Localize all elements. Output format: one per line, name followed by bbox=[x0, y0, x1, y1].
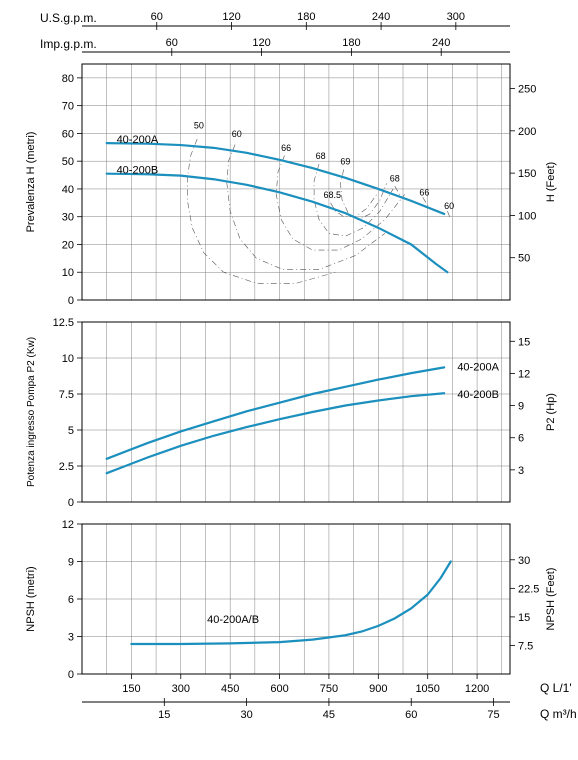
series-label: 40-200A bbox=[117, 134, 159, 146]
svg-text:68: 68 bbox=[390, 173, 400, 183]
svg-text:6: 6 bbox=[68, 594, 74, 606]
head-left-axis-label: Prevalenza H (metri) bbox=[25, 132, 37, 233]
series-label: 40-200B bbox=[117, 165, 159, 177]
svg-text:180: 180 bbox=[297, 11, 315, 23]
us-gpm-label: U.S.g.p.m. bbox=[40, 11, 97, 25]
svg-text:66: 66 bbox=[419, 187, 429, 197]
series-label: 40-200A bbox=[457, 362, 499, 374]
svg-text:70: 70 bbox=[62, 101, 74, 113]
svg-text:20: 20 bbox=[62, 239, 74, 251]
svg-text:240: 240 bbox=[432, 37, 450, 49]
imp-gpm-label: Imp.g.p.m. bbox=[40, 37, 97, 51]
npsh-right-axis-label: NPSH (Feet) bbox=[545, 568, 557, 631]
svg-text:9: 9 bbox=[68, 557, 74, 569]
svg-text:75: 75 bbox=[487, 709, 499, 721]
svg-text:300: 300 bbox=[447, 11, 465, 23]
svg-text:60: 60 bbox=[444, 201, 454, 211]
svg-text:60: 60 bbox=[405, 709, 417, 721]
svg-text:6: 6 bbox=[518, 433, 524, 445]
efficiency-curve bbox=[187, 139, 335, 283]
svg-text:0: 0 bbox=[68, 295, 74, 307]
svg-text:300: 300 bbox=[172, 683, 190, 695]
svg-text:240: 240 bbox=[372, 11, 390, 23]
x-m3h-label: Q m³/h bbox=[540, 707, 577, 721]
svg-text:200: 200 bbox=[518, 126, 536, 138]
svg-text:40: 40 bbox=[62, 184, 74, 196]
svg-text:50: 50 bbox=[62, 156, 74, 168]
svg-text:750: 750 bbox=[320, 683, 338, 695]
charts-svg: U.S.g.p.m.60120180240300Imp.g.p.m.601201… bbox=[0, 0, 578, 760]
svg-text:12.5: 12.5 bbox=[53, 317, 74, 329]
svg-text:180: 180 bbox=[342, 37, 360, 49]
svg-text:66: 66 bbox=[281, 143, 291, 153]
svg-text:60: 60 bbox=[166, 37, 178, 49]
x-lph-label: Q L/1' bbox=[540, 681, 572, 695]
svg-text:7.5: 7.5 bbox=[59, 389, 74, 401]
svg-text:1200: 1200 bbox=[465, 683, 489, 695]
svg-text:600: 600 bbox=[270, 683, 288, 695]
svg-text:50: 50 bbox=[518, 253, 530, 265]
svg-text:22.5: 22.5 bbox=[518, 583, 539, 595]
svg-text:60: 60 bbox=[62, 128, 74, 140]
svg-text:900: 900 bbox=[369, 683, 387, 695]
svg-text:120: 120 bbox=[252, 37, 270, 49]
svg-text:15: 15 bbox=[158, 709, 170, 721]
svg-text:3: 3 bbox=[68, 632, 74, 644]
series-label: 40-200A/B bbox=[207, 614, 259, 626]
svg-text:60: 60 bbox=[151, 11, 163, 23]
svg-text:0: 0 bbox=[68, 669, 74, 681]
efficiency-curve bbox=[447, 211, 450, 219]
svg-text:68.5: 68.5 bbox=[323, 190, 341, 200]
npsh-left-axis-label: NPSH (metri) bbox=[25, 566, 37, 631]
svg-text:30: 30 bbox=[518, 555, 530, 567]
svg-text:9: 9 bbox=[518, 401, 524, 413]
svg-text:5: 5 bbox=[68, 425, 74, 437]
svg-text:10: 10 bbox=[62, 353, 74, 365]
svg-text:68: 68 bbox=[316, 151, 326, 161]
svg-text:50: 50 bbox=[194, 121, 204, 131]
svg-text:30: 30 bbox=[240, 709, 252, 721]
svg-text:12: 12 bbox=[518, 368, 530, 380]
svg-text:15: 15 bbox=[518, 336, 530, 348]
series-line bbox=[107, 367, 444, 458]
efficiency-curve bbox=[227, 145, 385, 270]
svg-text:2.5: 2.5 bbox=[59, 461, 74, 473]
power-left-axis-label: Potenza ingresso Pompa P2 (Kw) bbox=[26, 337, 37, 487]
svg-text:150: 150 bbox=[518, 168, 536, 180]
pump-curve-charts: { "canvas": { "width": 578, "height": 76… bbox=[0, 0, 578, 760]
svg-text:80: 80 bbox=[62, 73, 74, 85]
svg-text:250: 250 bbox=[518, 84, 536, 96]
svg-text:100: 100 bbox=[518, 210, 536, 222]
head-right-axis-label: H (Feet) bbox=[545, 162, 557, 202]
svg-text:60: 60 bbox=[232, 129, 242, 139]
svg-text:3: 3 bbox=[518, 465, 524, 477]
svg-text:1050: 1050 bbox=[415, 683, 439, 695]
svg-text:0: 0 bbox=[68, 497, 74, 509]
power-right-axis-label: P2 (Hp) bbox=[545, 393, 557, 431]
efficiency-curve bbox=[276, 156, 404, 250]
svg-text:120: 120 bbox=[222, 11, 240, 23]
efficiency-curve bbox=[340, 170, 386, 220]
series-label: 40-200B bbox=[457, 389, 499, 401]
svg-text:450: 450 bbox=[221, 683, 239, 695]
series-line bbox=[107, 393, 444, 473]
svg-text:45: 45 bbox=[323, 709, 335, 721]
svg-text:12: 12 bbox=[62, 519, 74, 531]
svg-text:69: 69 bbox=[340, 157, 350, 167]
svg-text:15: 15 bbox=[518, 612, 530, 624]
svg-text:150: 150 bbox=[122, 683, 140, 695]
svg-text:7.5: 7.5 bbox=[518, 640, 533, 652]
svg-text:10: 10 bbox=[62, 267, 74, 279]
svg-text:30: 30 bbox=[62, 212, 74, 224]
